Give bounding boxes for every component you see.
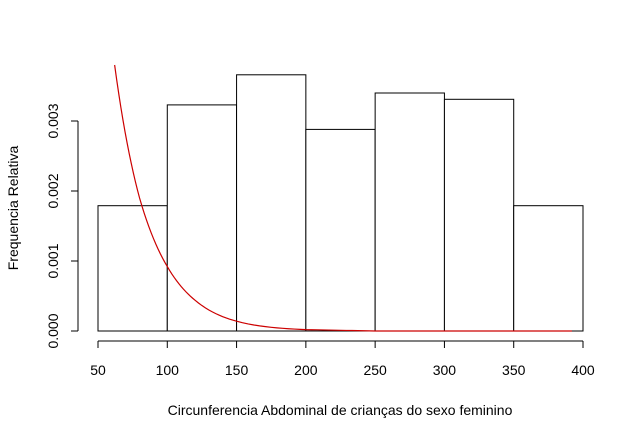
histogram-bar-5 [374, 92, 445, 332]
x-axis-label: Circunferencia Abdominal de crianças do … [168, 402, 513, 418]
histogram-bar-7 [513, 205, 584, 332]
y-tick-label: 0.000 [45, 313, 61, 348]
x-tick-label: 150 [225, 362, 249, 378]
histogram-bar-2 [166, 104, 238, 332]
x-tick-label: 300 [433, 362, 457, 378]
x-tick-label: 250 [363, 362, 387, 378]
histogram-bar-6 [443, 98, 515, 332]
histogram-bar-1 [97, 205, 168, 332]
x-tick-label: 100 [156, 362, 180, 378]
y-axis-label: Frequencia Relativa [5, 146, 21, 271]
histogram-bars [97, 74, 584, 332]
y-tick-label: 0.003 [45, 103, 61, 138]
histogram-bar-4 [305, 128, 376, 332]
x-tick-label: 400 [571, 362, 595, 378]
y-tick-label: 0.002 [45, 173, 61, 208]
y-tick-label: 0.001 [45, 243, 61, 278]
x-axis: 50 100 150 200 250 300 350 400 [90, 340, 595, 378]
histogram-bar-3 [236, 74, 307, 332]
y-axis: 0.000 0.001 0.002 0.003 [45, 103, 79, 349]
x-tick-label: 200 [294, 362, 318, 378]
x-tick-label: 50 [90, 362, 106, 378]
density-curve [114, 64, 572, 332]
x-tick-label: 350 [502, 362, 526, 378]
